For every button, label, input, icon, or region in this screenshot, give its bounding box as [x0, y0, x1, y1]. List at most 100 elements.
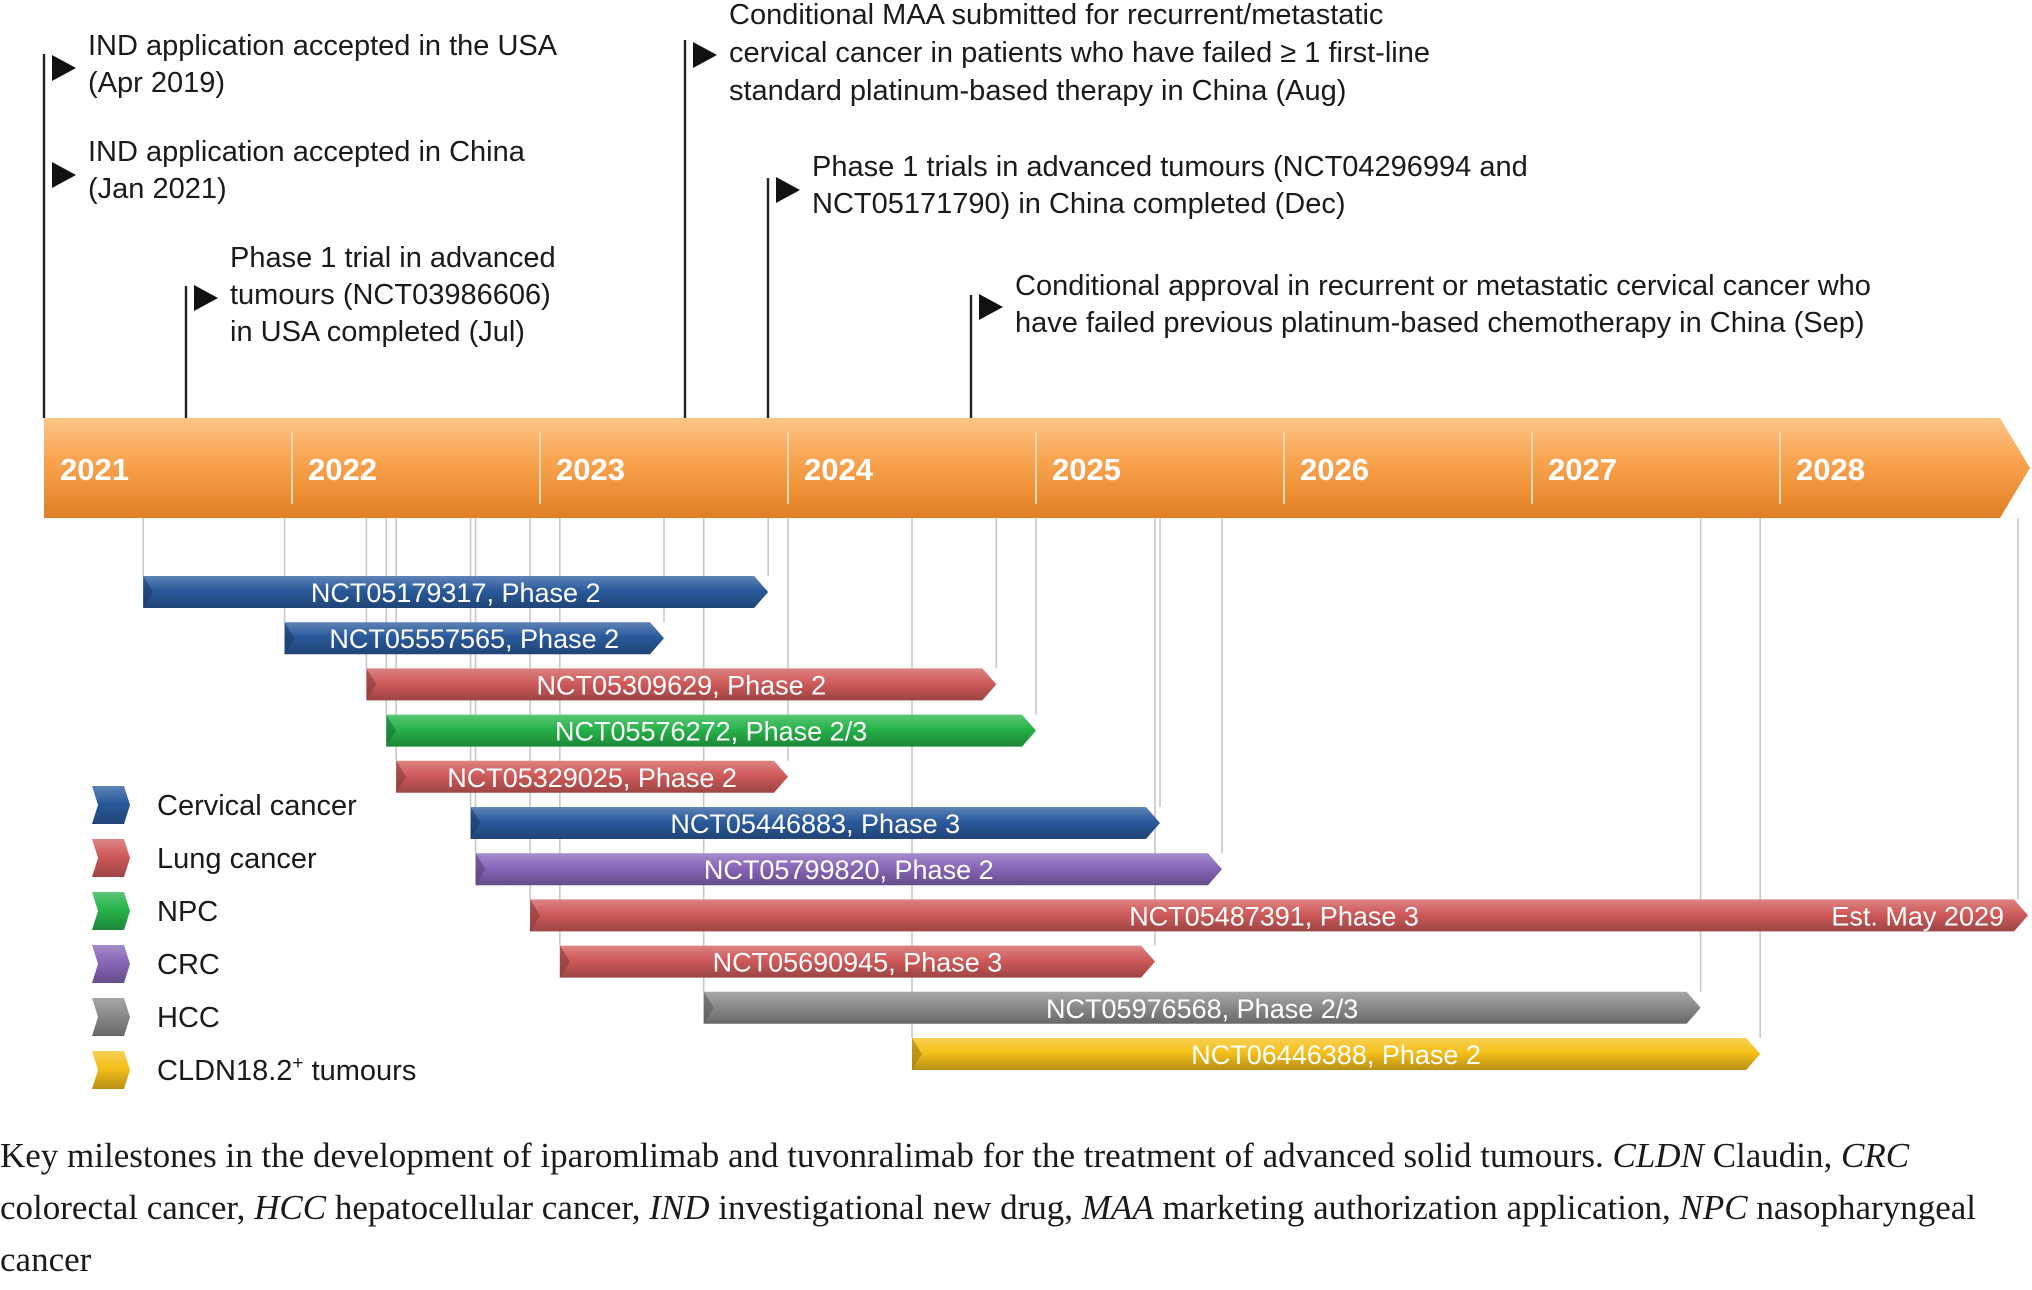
flag-icon: [52, 55, 76, 81]
caption-abbrev: CRC: [1841, 1136, 1910, 1175]
legend-label: CRC: [157, 949, 220, 981]
milestone-phase1-usa: Phase 1 trial in advanced tumours (NCT039…: [184, 242, 556, 418]
trial-bar-shape: [284, 622, 664, 655]
milestone-text: NCT05171790) in China completed (Dec): [812, 188, 1346, 220]
trial-bar-shape: [559, 945, 1156, 978]
trial-bar-shape: [386, 714, 1036, 747]
trial-bar-shape: [475, 853, 1222, 886]
milestone-maa: Conditional MAA submitted for recurrent/…: [683, 0, 1430, 418]
year-label: 2026: [1300, 452, 1369, 487]
trial-bar: NCT05179317, Phase 2: [143, 576, 769, 608]
trial-bar-notch: [703, 991, 714, 1024]
legend-item-hcc: HCC: [92, 998, 220, 1036]
milestone-text: tumours (NCT03986606): [230, 279, 551, 311]
trial-label: NCT05329025, Phase 2: [447, 763, 737, 793]
milestone-ind-china: IND application accepted in China (Jan 20…: [52, 136, 526, 205]
year-label: 2021: [60, 452, 129, 487]
legend-label: HCC: [157, 1002, 220, 1034]
trial-bar-shape: [143, 576, 769, 608]
trial-bar-shape: [366, 668, 997, 701]
trial-bar-notch: [530, 899, 541, 932]
year-label: 2022: [308, 452, 377, 487]
caption-text: Claudin,: [1703, 1136, 1842, 1175]
trial-bar: NCT05557565, Phase 2: [284, 622, 664, 655]
legend-swatch: [92, 945, 130, 983]
legend-item-cldn: CLDN18.2+ tumours: [92, 1051, 416, 1089]
trial-bar-notch: [470, 807, 481, 839]
milestone-text: cervical cancer in patients who have fai…: [729, 37, 1430, 69]
trial-label: NCT05976568, Phase 2/3: [1046, 994, 1358, 1024]
trial-label: NCT05557565, Phase 2: [329, 624, 619, 654]
legend-swatch: [92, 839, 130, 877]
trial-bar: NCT06446388, Phase 2: [912, 1038, 1761, 1070]
trial-bar: NCT05799820, Phase 2: [475, 853, 1222, 886]
legend-swatch: [92, 892, 130, 930]
legend-label: NPC: [157, 896, 218, 928]
trial-bar-notch: [912, 1038, 922, 1070]
legend-label: Cervical cancer: [157, 790, 357, 822]
trial-bar-notch: [143, 576, 154, 608]
legend-label-main: CRC: [157, 949, 220, 981]
caption-text: hepatocellular cancer,: [326, 1188, 650, 1227]
caption-text: nasopharyngeal cancer: [0, 1188, 1976, 1279]
caption-text: marketing authorization application,: [1153, 1188, 1680, 1227]
trial-bar-notch: [386, 714, 397, 747]
milestone-text: Conditional MAA submitted for recurrent/…: [729, 0, 1383, 31]
legend-label-main: CLDN18.2: [157, 1055, 292, 1087]
legend-label-main: Cervical cancer: [157, 790, 357, 822]
legend-swatch: [92, 998, 130, 1036]
caption-abbrev: HCC: [254, 1188, 327, 1227]
trial-bar: NCT05976568, Phase 2/3: [703, 991, 1701, 1024]
caption-text: investigational new drug,: [709, 1188, 1082, 1227]
legend-item-npc: NPC: [92, 892, 218, 930]
trial-label: NCT05179317, Phase 2: [311, 578, 601, 608]
trial-bar-shape: [470, 807, 1160, 839]
milestone-text: Conditional approval in recurrent or met…: [1015, 270, 1871, 302]
milestone-text: standard platinum-based therapy in China…: [729, 75, 1346, 107]
flag-icon: [776, 177, 800, 203]
trial-bar: NCT05446883, Phase 3: [470, 807, 1160, 839]
trial-bar-shape: [703, 991, 1701, 1024]
legend-item-crc: CRC: [92, 945, 220, 983]
trial-bar: NCT05309629, Phase 2: [366, 668, 997, 701]
trial-bar: NCT05487391, Phase 3 Est. May 2029: [530, 899, 2028, 932]
milestone-text: have failed previous platinum-based chem…: [1015, 307, 1865, 339]
legend-item-lung: Lung cancer: [92, 839, 317, 877]
timeline-bar: 2021 2022 2023 2024 2025 2026 2027 2028: [44, 418, 2030, 518]
figure-caption: Key milestones in the development of ipa…: [0, 1130, 2000, 1286]
trial-bar: NCT05576272, Phase 2/3: [386, 714, 1036, 747]
milestone-text: Phase 1 trials in advanced tumours (NCT0…: [812, 151, 1528, 183]
trial-label: NCT05690945, Phase 3: [713, 948, 1003, 978]
trial-bar: NCT05329025, Phase 2: [396, 760, 788, 793]
trial-bar-notch: [475, 853, 486, 886]
flag-icon: [194, 285, 218, 311]
trial-bar-notch: [366, 668, 377, 701]
trial-bar-notch: [284, 622, 295, 655]
flag-icon: [979, 294, 1003, 320]
caption-abbrev: CLDN: [1612, 1136, 1704, 1175]
trial-label: NCT05309629, Phase 2: [537, 670, 827, 700]
milestone-text: IND application accepted in China: [88, 136, 526, 168]
year-label: 2027: [1548, 452, 1617, 487]
milestone-text: (Apr 2019): [88, 67, 225, 99]
milestone-text: in USA completed (Jul): [230, 316, 525, 348]
caption-text: colorectal cancer,: [0, 1188, 255, 1227]
legend-label-tail: tumours: [304, 1055, 417, 1087]
legend-item-cervical: Cervical cancer: [92, 786, 357, 824]
legend: Cervical cancer Lung cancer NPC CRC HCC CLDN1…: [92, 786, 416, 1089]
caption-abbrev: IND: [649, 1188, 710, 1227]
legend-label: CLDN18.2+ tumours: [157, 1053, 416, 1087]
milestones: IND application accepted in the USA (Apr …: [42, 0, 1871, 418]
milestone-text: IND application accepted in the USA: [88, 30, 558, 62]
legend-swatch: [92, 1051, 130, 1089]
trial-bar-notch: [559, 945, 570, 978]
legend-label-main: Lung cancer: [157, 843, 317, 875]
legend-label-main: HCC: [157, 1002, 220, 1034]
milestone-text: Phase 1 trial in advanced: [230, 242, 556, 274]
trial-bar: NCT05690945, Phase 3: [559, 945, 1156, 978]
timeline-diagram: 2021 2022 2023 2024 2025 2026 2027 2028 IND appl…: [42, 0, 2030, 1089]
trial-label: NCT05446883, Phase 3: [670, 809, 960, 839]
legend-label: Lung cancer: [157, 843, 317, 875]
legend-swatch: [92, 786, 130, 824]
year-label: 2024: [804, 452, 874, 487]
